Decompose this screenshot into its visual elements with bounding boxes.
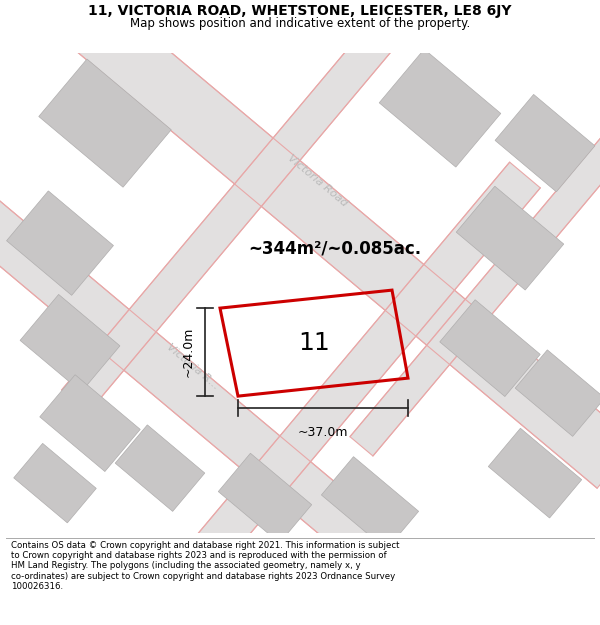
Text: Contains OS data © Crown copyright and database right 2021. This information is : Contains OS data © Crown copyright and d… bbox=[11, 541, 400, 591]
Polygon shape bbox=[0, 0, 600, 488]
Text: Victoria R…: Victoria R… bbox=[165, 341, 221, 391]
Text: ~37.0m: ~37.0m bbox=[298, 426, 348, 439]
Text: Victoria Road: Victoria Road bbox=[286, 153, 350, 209]
Polygon shape bbox=[40, 375, 140, 471]
Text: 11: 11 bbox=[299, 331, 331, 355]
Polygon shape bbox=[218, 453, 312, 543]
Polygon shape bbox=[515, 350, 600, 436]
Text: Map shows position and indicative extent of the property.: Map shows position and indicative extent… bbox=[130, 18, 470, 31]
Polygon shape bbox=[0, 117, 512, 625]
Polygon shape bbox=[20, 294, 120, 392]
Polygon shape bbox=[7, 191, 113, 296]
Text: ~344m²/~0.085ac.: ~344m²/~0.085ac. bbox=[248, 239, 422, 257]
Polygon shape bbox=[322, 457, 419, 549]
Polygon shape bbox=[488, 428, 582, 518]
Polygon shape bbox=[115, 425, 205, 511]
Polygon shape bbox=[440, 300, 540, 396]
Text: 11, VICTORIA ROAD, WHETSTONE, LEICESTER, LE8 6JY: 11, VICTORIA ROAD, WHETSTONE, LEICESTER,… bbox=[88, 4, 512, 18]
Polygon shape bbox=[62, 0, 538, 412]
Polygon shape bbox=[350, 130, 600, 456]
Polygon shape bbox=[14, 443, 96, 523]
Text: ~24.0m: ~24.0m bbox=[182, 327, 195, 378]
Polygon shape bbox=[495, 94, 595, 192]
Polygon shape bbox=[379, 49, 501, 167]
Polygon shape bbox=[456, 186, 564, 290]
Polygon shape bbox=[60, 162, 540, 625]
Polygon shape bbox=[39, 59, 171, 188]
